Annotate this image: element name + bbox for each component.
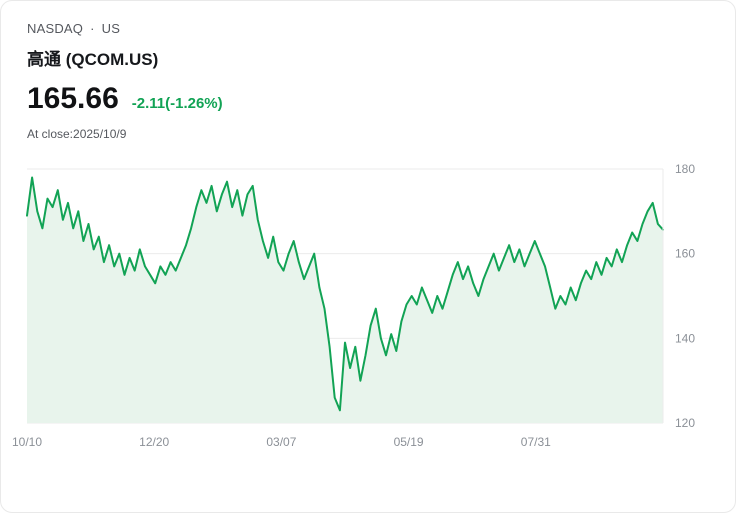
x-axis-label-03-07: 03/07 — [266, 435, 296, 449]
price-row: 165.66 -2.11(-1.26%) — [27, 84, 709, 114]
price-area-fill — [27, 177, 663, 423]
x-axis-label-10-10: 10/10 — [12, 435, 42, 449]
as-of-timestamp: At close:2025/10/9 — [27, 127, 127, 141]
y-axis-label-180: 180 — [675, 162, 695, 176]
x-axis-label-07-31: 07/31 — [521, 435, 551, 449]
x-axis-label-12-20: 12/20 — [139, 435, 169, 449]
y-axis-label-120: 120 — [675, 416, 695, 430]
stock-name: 高通 (QCOM.US) — [27, 50, 159, 69]
separator-dot: · — [90, 21, 95, 36]
x-axis-label-05-19: 05/19 — [394, 435, 424, 449]
last-price: 165.66 — [27, 82, 119, 115]
exchange-row: NASDAQ · US — [27, 21, 709, 36]
region-label: US — [101, 21, 121, 36]
price-line — [26, 176, 664, 412]
y-axis-label-140: 140 — [675, 331, 695, 345]
exchange-label: NASDAQ — [27, 21, 84, 36]
y-axis-label-160: 160 — [675, 247, 695, 261]
quote-header: NASDAQ · US 高通 (QCOM.US) 165.66 -2.11(-1… — [1, 1, 735, 141]
price-chart[interactable]: 120 140 160 180 10/10 12/20 03/07 05/19 07/31 — [12, 161, 721, 453]
chart-area: 120 140 160 180 10/10 12/20 03/07 05/19 07/31 — [12, 161, 721, 453]
price-change: -2.11(-1.26%) — [131, 95, 223, 112]
